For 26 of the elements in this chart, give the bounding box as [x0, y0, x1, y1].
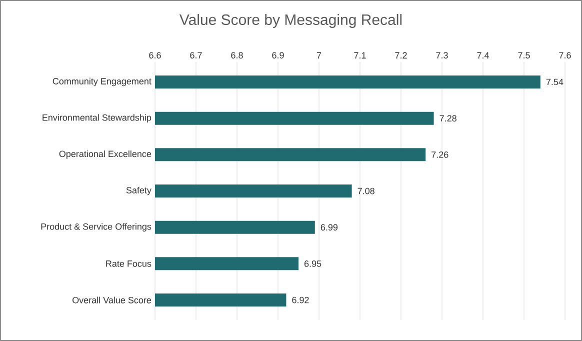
- x-tick-label: 7.3: [436, 52, 448, 58]
- y-tick-label: Product & Service Offerings: [41, 223, 152, 232]
- x-tick-label: 7.4: [477, 52, 489, 58]
- x-tick-label: 7.6: [559, 52, 571, 58]
- data-label: 7.54: [546, 78, 564, 86]
- y-tick-label: Community Engagement: [52, 78, 152, 86]
- x-tick-label: 6.9: [272, 52, 284, 58]
- x-tick-label: 6.6: [149, 52, 161, 58]
- y-tick-label: Safety: [126, 186, 152, 196]
- data-label: 6.99: [320, 224, 338, 231]
- x-tick-label: 7.2: [395, 52, 407, 58]
- x-tick-label: 6.8: [231, 52, 243, 58]
- data-label: 7.28: [440, 115, 456, 122]
- x-tick-label: 6.7: [190, 52, 202, 58]
- y-tick-label: Operational Excellence: [59, 150, 152, 159]
- x-tick-label: 7.5: [518, 52, 530, 58]
- chart-title: Value Score by Messaging Recall: [179, 14, 402, 28]
- data-label: 7.26: [432, 151, 448, 158]
- y-tick-label: Environmental Stewardship: [42, 114, 152, 123]
- x-tick-label: 7: [316, 52, 322, 58]
- data-label: 6.95: [304, 260, 322, 267]
- data-label: 6.92: [292, 296, 309, 304]
- x-tick-label: 7.1: [354, 52, 366, 58]
- y-tick-label: Overall Value Score: [72, 296, 152, 304]
- y-tick-label: Rate Focus: [106, 260, 152, 267]
- data-label: 7.08: [358, 188, 374, 194]
